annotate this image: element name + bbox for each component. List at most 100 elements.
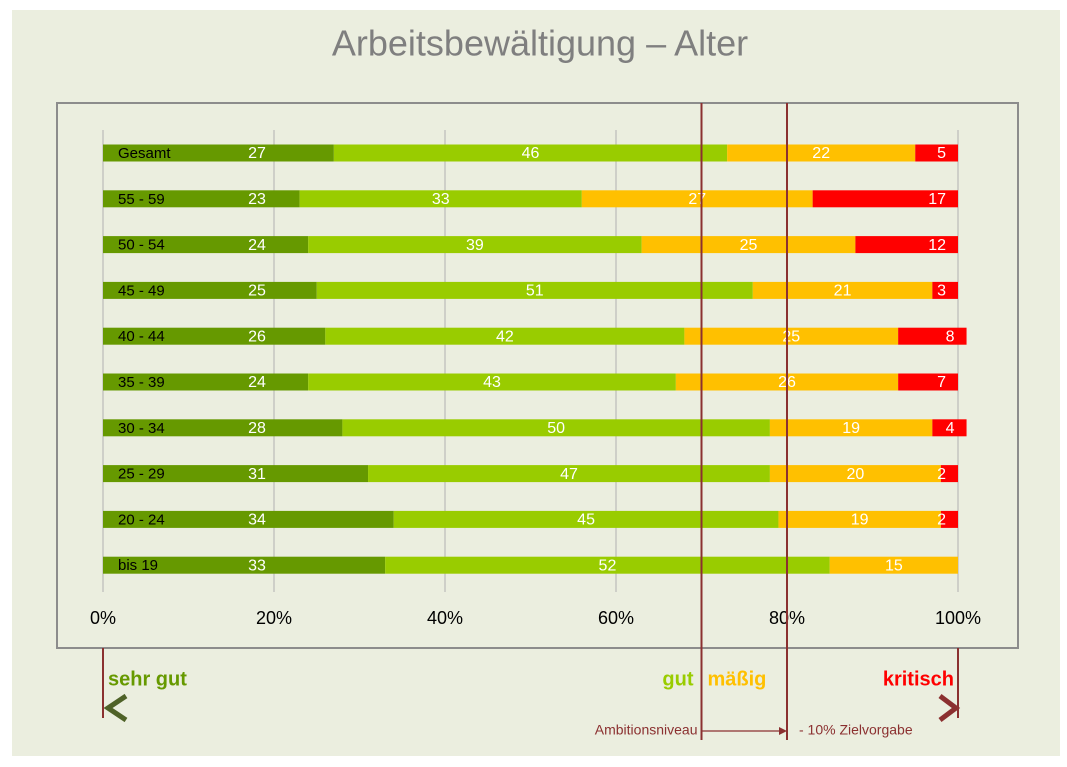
value-label: 19 (842, 420, 860, 437)
bar-segment (581, 190, 813, 208)
bar-segment (727, 144, 916, 162)
value-label: 47 (560, 466, 578, 483)
x-tick-label: 60% (598, 608, 634, 628)
value-label: 52 (599, 557, 617, 574)
category-label: 55 - 59 (118, 191, 165, 208)
value-label: 33 (248, 557, 266, 574)
category-label: Gesamt (118, 145, 171, 162)
value-label: 28 (248, 420, 266, 437)
value-label: 15 (885, 557, 903, 574)
bar-segment (393, 510, 779, 528)
value-label: 25 (248, 283, 266, 300)
bar-segment (940, 510, 958, 528)
value-label: 34 (248, 512, 266, 529)
bar-segment (103, 556, 386, 574)
bar-segment (898, 327, 967, 345)
bar-segment (103, 510, 394, 528)
value-label: 4 (946, 420, 955, 437)
category-label: 50 - 54 (118, 237, 165, 254)
bar-segment (103, 236, 309, 254)
category-label: 30 - 34 (118, 420, 165, 437)
annotation: Ambitionsniveau (595, 722, 698, 738)
value-label: 46 (522, 145, 540, 162)
bar-segment (299, 190, 582, 208)
value-label: 51 (526, 283, 544, 300)
category-label: 45 - 49 (118, 282, 165, 299)
bar-segment (103, 465, 369, 483)
bar-segment (103, 190, 300, 208)
bar-segment (385, 556, 830, 574)
value-label: 25 (740, 237, 758, 254)
bar-segment (316, 281, 753, 299)
x-tick-label: 20% (256, 608, 292, 628)
value-label: 42 (496, 328, 514, 345)
bar-segment (932, 419, 967, 437)
bar-segment (855, 236, 958, 254)
value-label: 7 (937, 374, 946, 391)
value-label: 24 (248, 374, 266, 391)
category-label: 35 - 39 (118, 374, 165, 391)
value-label: 17 (928, 191, 946, 208)
bar-segment (103, 373, 309, 391)
annotation: - 10% Zielvorgabe (799, 722, 913, 738)
value-label: 8 (946, 328, 955, 345)
bar-segment (752, 281, 933, 299)
value-label: 33 (432, 191, 450, 208)
bar-segment (769, 465, 941, 483)
plot-frame (56, 102, 1019, 649)
value-label: 3 (937, 283, 946, 300)
bar-segment (812, 190, 958, 208)
x-tick-label: 0% (90, 608, 116, 628)
x-tick-label: 100% (935, 608, 981, 628)
bar-segment (308, 236, 642, 254)
bar-segment (342, 419, 770, 437)
value-label: 43 (483, 374, 501, 391)
bar-segment (103, 281, 317, 299)
value-label: 20 (847, 466, 865, 483)
bar-segment (778, 510, 941, 528)
value-label: 26 (248, 328, 266, 345)
arrow-head-right (938, 694, 961, 722)
value-label: 25 (782, 328, 800, 345)
chart-title: Arbeitsbewältigung – Alter (332, 23, 748, 64)
value-label: 39 (466, 237, 484, 254)
value-label: 45 (577, 512, 595, 529)
value-label: 24 (248, 237, 266, 254)
value-label: 22 (812, 145, 830, 162)
arrow-head-left (103, 693, 128, 723)
value-label: 23 (248, 191, 266, 208)
category-label: 20 - 24 (118, 511, 165, 528)
value-label: 27 (248, 145, 266, 162)
legend-label: mäßig (708, 668, 767, 690)
bar-segment (325, 327, 685, 345)
annotation-arrow-head (779, 727, 787, 735)
bar-segment (333, 144, 728, 162)
bar-segment (915, 144, 958, 162)
value-label: 2 (937, 512, 946, 529)
bar-segment (684, 327, 899, 345)
range-arrow (103, 693, 961, 723)
legend-label: kritisch (883, 668, 954, 690)
value-label: 5 (937, 145, 946, 162)
bar-segment (898, 373, 958, 391)
x-tick-label: 40% (427, 608, 463, 628)
value-label: 31 (248, 466, 266, 483)
category-label: 40 - 44 (118, 328, 165, 345)
value-label: 50 (547, 420, 565, 437)
value-label: 27 (688, 191, 706, 208)
bar-segment (641, 236, 856, 254)
bar-segment (940, 465, 958, 483)
category-label: bis 19 (118, 557, 158, 574)
category-label: 25 - 29 (118, 466, 165, 483)
bar-segment (932, 281, 958, 299)
value-label: 19 (851, 512, 869, 529)
bar-segment (308, 373, 676, 391)
bar-segment (769, 419, 933, 437)
value-label: 12 (928, 237, 946, 254)
value-label: 21 (834, 283, 852, 300)
bar-segment (103, 327, 326, 345)
value-label: 2 (937, 466, 946, 483)
bar-segment (829, 556, 958, 574)
bar-segment (103, 419, 343, 437)
